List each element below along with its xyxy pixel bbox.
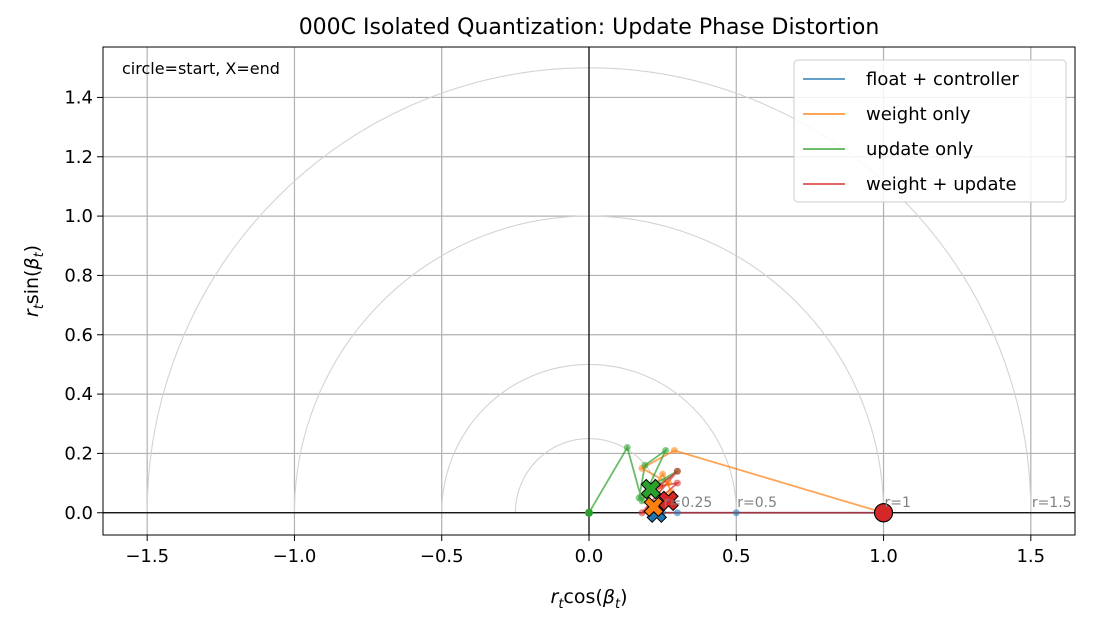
series-point — [732, 509, 740, 517]
legend-label: weight only — [866, 104, 971, 125]
legend-label: float + controller — [866, 69, 1019, 90]
series-point — [670, 446, 678, 454]
x-tick-label: 0.5 — [722, 546, 751, 567]
series-point — [659, 470, 667, 478]
series-point — [673, 467, 681, 475]
x-axis-label: rtcos(βt) — [551, 586, 628, 612]
legend-label: update only — [866, 139, 974, 160]
series-point — [638, 509, 646, 517]
chart-title: 000C Isolated Quantization: Update Phase… — [299, 15, 880, 40]
y-tick-label: 1.0 — [64, 206, 93, 227]
series-point — [641, 461, 649, 469]
start-marker — [874, 503, 894, 523]
end-marker — [643, 496, 665, 518]
series-point — [673, 479, 681, 487]
plot-area: r=0.25 r=0.5 r=1 r=1.5 — [102, 46, 1076, 536]
legend-box — [793, 59, 1067, 203]
y-tick-label: 0.0 — [64, 503, 93, 524]
x-tick-label: 1.0 — [869, 546, 898, 567]
y-tick-label: 0.4 — [64, 384, 93, 405]
legend-label: weight + update — [866, 174, 1017, 195]
reference-circle-label: r=1 — [885, 495, 911, 511]
x-tick-label: −1.0 — [273, 546, 317, 567]
y-tick-label: 1.4 — [64, 87, 93, 108]
reference-circle-label: r=1.5 — [1032, 495, 1072, 511]
x-tick-label: −0.5 — [420, 546, 464, 567]
series-point — [665, 479, 673, 487]
series-point — [635, 494, 643, 502]
series-point — [662, 446, 670, 454]
legend: float + controller weight only update only… — [793, 59, 1067, 203]
x-tick-label: 1.5 — [1016, 546, 1045, 567]
reference-circle-labels: r=0.25 r=0.5 r=1 r=1.5 — [664, 495, 1072, 511]
series-markers — [585, 443, 894, 524]
y-tick-label: 1.2 — [64, 147, 93, 168]
x-axis-ticks: −1.5 −1.0 −0.5 0.0 0.5 1.0 1.5 — [125, 535, 1045, 567]
x-tick-label: −1.5 — [125, 546, 169, 567]
series-point — [623, 443, 631, 451]
x-tick-label: 0.0 — [575, 546, 604, 567]
end-marker — [640, 478, 662, 500]
y-tick-label: 0.6 — [64, 325, 93, 346]
series-point — [673, 509, 681, 517]
reference-circle-label: r=0.25 — [664, 495, 713, 511]
start-marker — [585, 508, 593, 517]
y-axis-label: rtsin(βt) — [21, 245, 47, 317]
y-tick-label: 0.8 — [64, 265, 93, 286]
y-axis-ticks: 0.0 0.2 0.4 0.6 0.8 1.0 1.2 1.4 — [64, 87, 103, 524]
y-tick-label: 0.2 — [64, 443, 93, 464]
reference-circle-label: r=0.5 — [737, 495, 777, 511]
end-marker — [658, 490, 679, 512]
annotation-text: circle=start, X=end — [122, 59, 280, 78]
